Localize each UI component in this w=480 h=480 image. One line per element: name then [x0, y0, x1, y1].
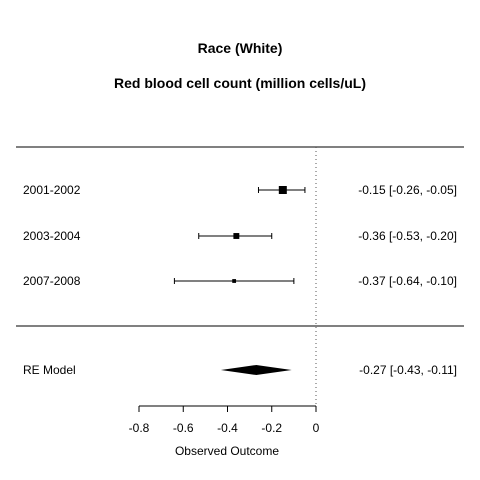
study-label: 2007-2008: [23, 274, 81, 288]
point-estimate: [233, 233, 240, 239]
estimate-text: -0.36 [-0.53, -0.20]: [358, 229, 457, 243]
point-estimate: [278, 186, 287, 194]
summary-diamond: [220, 365, 292, 375]
x-tick-label: 0: [313, 421, 320, 435]
estimate-text: -0.15 [-0.26, -0.05]: [358, 183, 457, 197]
x-tick-label: -0.2: [261, 421, 282, 435]
x-tick-label: -0.8: [129, 421, 150, 435]
x-axis-label: Observed Outcome: [175, 444, 279, 458]
x-tick-label: -0.4: [217, 421, 238, 435]
chart-subtitle: Red blood cell count (million cells/uL): [113, 75, 366, 91]
estimate-text: -0.37 [-0.64, -0.10]: [358, 274, 457, 288]
summary-estimate-text: -0.27 [-0.43, -0.11]: [359, 363, 457, 377]
chart-title: Race (White): [197, 40, 283, 56]
study-label: 2001-2002: [23, 183, 81, 197]
x-tick-label: -0.6: [173, 421, 194, 435]
study-label: 2003-2004: [23, 229, 81, 243]
summary-label: RE Model: [23, 363, 76, 377]
point-estimate: [232, 279, 237, 283]
